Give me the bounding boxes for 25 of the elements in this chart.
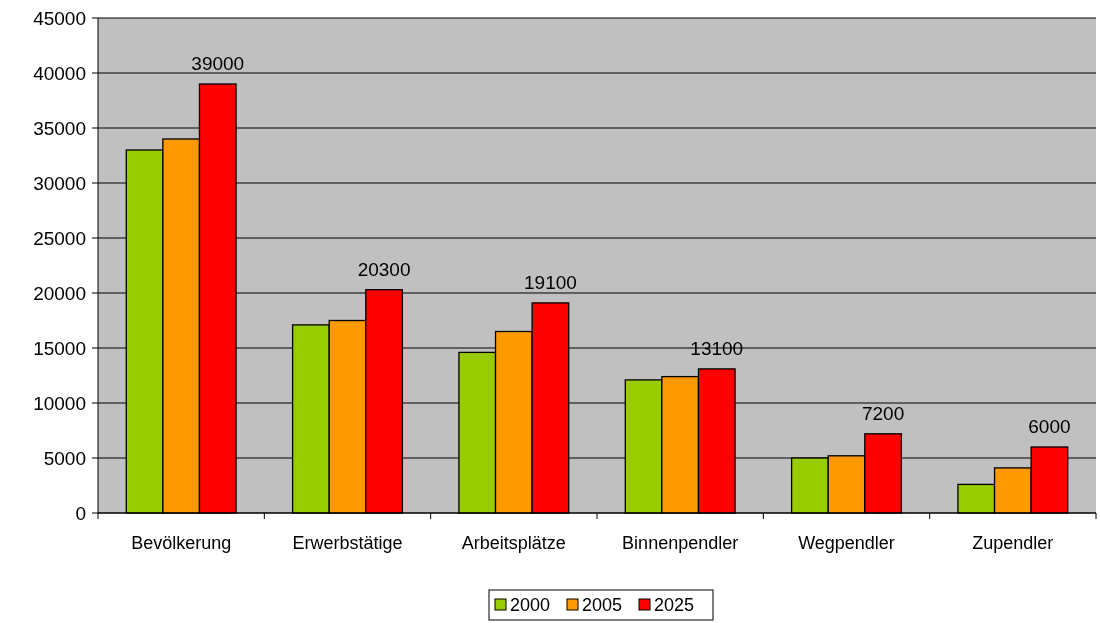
y-tick-label: 10000 [33, 392, 86, 414]
x-tick-label: Wegpendler [798, 533, 895, 553]
data-label: 20300 [357, 258, 411, 280]
data-label: 7200 [861, 402, 905, 424]
data-label: 39000 [191, 53, 245, 74]
data-label: 19100 [524, 271, 577, 293]
y-tick-label: 5000 [43, 447, 86, 469]
legend-label: 2025 [654, 595, 695, 616]
legend-label: 2005 [582, 595, 623, 616]
x-tick-label: Binnenpendler [622, 533, 739, 553]
y-tick-label: 25000 [33, 227, 86, 249]
y-tick-label: 15000 [33, 337, 86, 359]
y-tick-label: 20000 [33, 282, 86, 304]
y-tick-label: 35000 [33, 117, 86, 139]
y-tick-label: 45000 [33, 7, 86, 29]
y-tick-label: 0 [75, 502, 86, 524]
x-tick-label: Zupendler [972, 533, 1054, 553]
legend-label: 2000 [510, 595, 551, 616]
data-label: 6000 [1028, 416, 1071, 437]
y-tick-label: 30000 [33, 172, 86, 194]
data-label: 13100 [690, 337, 744, 359]
x-tick-label: Bevölkerung [131, 533, 232, 553]
y-tick-label: 40000 [33, 62, 86, 84]
x-tick-label: Arbeitsplätze [461, 533, 566, 553]
x-tick-label: Erwerbstätige [292, 533, 403, 553]
